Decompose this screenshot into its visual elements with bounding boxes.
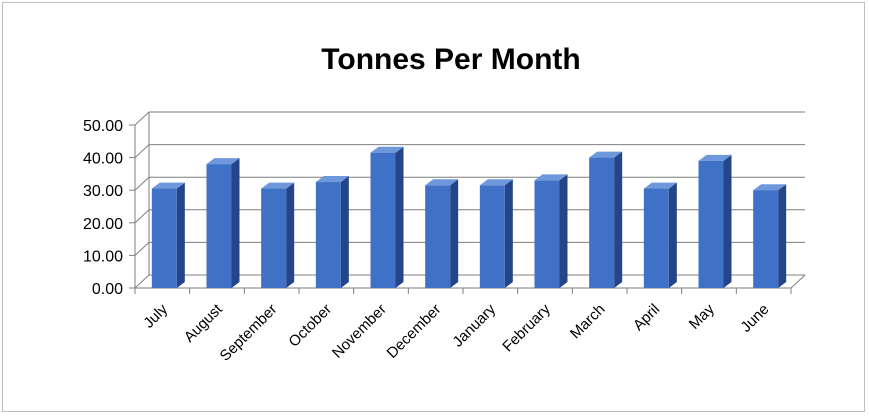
bar xyxy=(261,182,295,288)
bar-top-face xyxy=(479,179,513,186)
grid-depth-line xyxy=(134,209,150,224)
y-tick-labels: 0.00 10.00 20.00 30.00 40.00 50.00 xyxy=(83,118,123,298)
x-tick-label: September xyxy=(217,301,281,365)
floor-edge xyxy=(790,274,806,289)
bar-side-face xyxy=(559,174,568,288)
x-tick-label: June xyxy=(737,301,772,336)
bar-front-face xyxy=(370,152,396,288)
bar-side-face xyxy=(668,182,677,288)
bar xyxy=(206,158,240,288)
bar-top-face xyxy=(370,146,404,153)
grid-depth-line xyxy=(134,176,150,191)
bar xyxy=(753,184,787,288)
x-tick-label: May xyxy=(686,300,718,332)
chart-frame: Tonnes Per Month 0.00 10.00 20.00 30.00 40.0… xyxy=(2,2,865,412)
bar-top-face xyxy=(589,151,623,158)
bar-side-face xyxy=(504,179,513,288)
bar-side-face xyxy=(286,182,295,288)
bar xyxy=(151,182,185,288)
y-tick-label: 40.00 xyxy=(83,151,123,168)
bar-front-face xyxy=(261,188,287,288)
y-tick-label: 20.00 xyxy=(83,216,123,233)
bar-top-face xyxy=(753,184,787,191)
bar-side-face xyxy=(340,176,349,288)
grid-depth-line xyxy=(134,144,150,158)
bar xyxy=(589,151,623,288)
bar xyxy=(425,179,459,288)
bars xyxy=(151,146,787,288)
bar-top-face xyxy=(698,154,732,161)
bar-top-face xyxy=(425,179,459,186)
bar-front-face xyxy=(643,188,669,288)
bar-top-face xyxy=(534,174,568,181)
bar xyxy=(479,179,513,288)
y-tick-label: 0.00 xyxy=(92,281,123,298)
bar-side-face xyxy=(450,179,459,288)
bar-side-face xyxy=(176,182,185,288)
bar-front-face xyxy=(534,180,560,288)
bar-top-face xyxy=(315,176,349,183)
gridlines xyxy=(134,111,805,289)
x-tick-label: March xyxy=(567,301,608,342)
x-tick-label: August xyxy=(181,300,227,346)
bar-front-face xyxy=(589,157,615,288)
bar xyxy=(643,182,677,288)
y-tick-label: 10.00 xyxy=(83,248,123,265)
y-tick-label: 30.00 xyxy=(83,183,123,200)
grid-depth-line xyxy=(134,242,150,256)
chart-title: Tonnes Per Month xyxy=(321,43,580,76)
bar-chart: Tonnes Per Month 0.00 10.00 20.00 30.00 40.0… xyxy=(83,43,806,365)
x-tick-label: February xyxy=(499,300,554,355)
bar-front-face xyxy=(151,188,177,288)
grid-depth-line xyxy=(134,111,150,126)
bar-front-face xyxy=(479,185,505,288)
bar-top-face xyxy=(643,182,677,189)
bar-front-face xyxy=(206,164,232,288)
x-tick-label: January xyxy=(449,300,499,350)
x-tick-label: July xyxy=(140,300,171,331)
bar-top-face xyxy=(206,158,240,165)
bar-front-face xyxy=(315,182,341,288)
bar xyxy=(534,174,568,288)
bar-front-face xyxy=(753,190,779,288)
x-tick-label: April xyxy=(630,301,663,334)
y-tick-label: 50.00 xyxy=(83,118,123,135)
bar-side-face xyxy=(778,184,787,288)
grid-depth-line xyxy=(134,274,150,289)
bar-front-face xyxy=(698,160,724,288)
axes xyxy=(129,112,806,294)
x-tick-label: November xyxy=(329,301,390,362)
bar xyxy=(370,146,404,288)
bar-side-face xyxy=(395,146,404,288)
bar-top-face xyxy=(151,182,185,189)
bar-front-face xyxy=(425,185,451,288)
x-tick-label: December xyxy=(384,301,445,362)
x-tick-label: October xyxy=(285,301,335,351)
bar xyxy=(315,176,349,288)
bar xyxy=(698,154,732,288)
bar-side-face xyxy=(614,151,623,288)
bar-side-face xyxy=(231,158,240,288)
bar-top-face xyxy=(261,182,295,189)
bar-side-face xyxy=(723,154,732,288)
